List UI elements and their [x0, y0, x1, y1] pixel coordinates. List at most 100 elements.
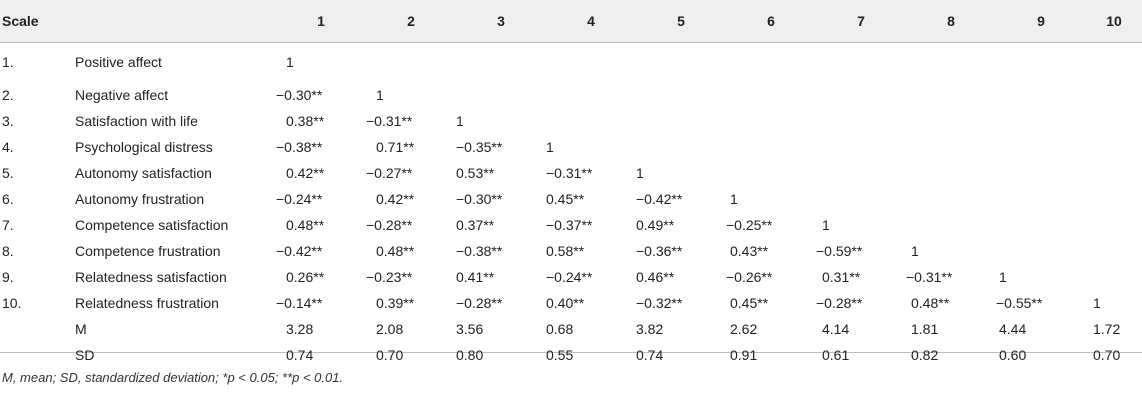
- cell-col-9: [996, 186, 1086, 212]
- cell-col-4: 0.40**: [546, 295, 585, 311]
- cell-col-4: 1: [546, 139, 554, 155]
- cell-col-3: 0.53**: [456, 165, 495, 181]
- cell-col-8: [906, 186, 996, 212]
- cell-col-9: [996, 134, 1086, 160]
- cell-col-10: 0.70: [1093, 347, 1121, 363]
- row-label: SD: [75, 347, 95, 363]
- cell-col-1: 0.42**: [286, 165, 325, 181]
- row-label: Autonomy frustration: [75, 191, 205, 207]
- table-row: 8. Competence frustration −0.42** 0.48** −0.…: [0, 238, 1142, 264]
- cell-col-1: 3.28: [286, 321, 314, 337]
- table-row: 2. Negative affect −0.30** 1: [0, 82, 1142, 108]
- cell-col-7: 0.61: [822, 347, 850, 363]
- cell-col-1: −0.14**: [276, 295, 323, 311]
- cell-col-3: 0.41**: [456, 269, 495, 285]
- cell-col-3: 0.37**: [456, 217, 495, 233]
- cell-col-2: 2.08: [376, 321, 404, 337]
- cell-col-7: [816, 42, 906, 82]
- cell-col-9: [996, 238, 1086, 264]
- table-row: 1. Positive affect 1: [0, 42, 1142, 82]
- cell-col-5: 1: [636, 165, 644, 181]
- header-col-6: 6: [767, 13, 775, 29]
- cell-col-2: −0.27**: [366, 165, 413, 181]
- cell-col-10: [1086, 108, 1142, 134]
- cell-col-6: [726, 108, 816, 134]
- row-label: Satisfaction with life: [75, 113, 198, 129]
- row-label: Negative affect: [75, 87, 169, 103]
- cell-col-2: −0.31**: [366, 113, 413, 129]
- cell-col-8: [906, 134, 996, 160]
- cell-col-9: [996, 82, 1086, 108]
- cell-col-8: 1: [911, 243, 919, 259]
- cell-col-6: [726, 82, 816, 108]
- table-header-row: Scale 1 2 3 4 5 6 7 8 9 10: [0, 0, 1142, 42]
- cell-col-7: −0.59**: [816, 243, 863, 259]
- cell-col-8: 0.48**: [911, 295, 950, 311]
- cell-col-4: 0.45**: [546, 191, 585, 207]
- cell-col-5: [636, 82, 726, 108]
- cell-col-6: −0.25**: [726, 217, 773, 233]
- cell-col-6: [726, 42, 816, 82]
- row-label: Autonomy satisfaction: [75, 165, 212, 181]
- cell-col-3: [456, 42, 546, 82]
- cell-col-1: 0.48**: [286, 217, 325, 233]
- cell-col-7: [816, 186, 906, 212]
- header-col-3: 3: [497, 13, 505, 29]
- cell-col-3: −0.28**: [456, 295, 503, 311]
- table-body: 1. Positive affect 1 2. Negative affect −0.30…: [0, 42, 1142, 368]
- cell-col-2: [366, 42, 456, 82]
- cell-col-7: [816, 134, 906, 160]
- row-index: 6.: [2, 191, 14, 207]
- cell-col-9: [996, 108, 1086, 134]
- row-index: 9.: [2, 269, 14, 285]
- cell-col-8: [906, 212, 996, 238]
- cell-col-6: 1: [730, 191, 738, 207]
- cell-col-4: [546, 42, 636, 82]
- cell-col-8: [906, 160, 996, 186]
- cell-col-1: 1: [286, 54, 294, 70]
- row-label: M: [75, 321, 87, 337]
- row-label: Psychological distress: [75, 139, 213, 155]
- table-row: 7. Competence satisfaction 0.48** −0.28** 0.…: [0, 212, 1142, 238]
- cell-col-7: 0.31**: [822, 269, 861, 285]
- cell-col-9: [996, 160, 1086, 186]
- row-label: Relatedness satisfaction: [75, 269, 227, 285]
- header-col-9: 9: [1037, 13, 1045, 29]
- cell-col-9: [996, 212, 1086, 238]
- cell-col-1: 0.26**: [286, 269, 325, 285]
- cell-col-4: 0.68: [546, 321, 574, 337]
- header-col-8: 8: [947, 13, 955, 29]
- cell-col-4: −0.24**: [546, 269, 593, 285]
- cell-col-10: [1086, 82, 1142, 108]
- row-label: Competence satisfaction: [75, 217, 229, 233]
- table-footnote: M, mean; SD, standardized deviation; *p …: [2, 370, 344, 385]
- cell-col-2: 0.48**: [376, 243, 415, 259]
- cell-col-3: −0.30**: [456, 191, 503, 207]
- cell-col-7: [816, 108, 906, 134]
- cell-col-4: 0.58**: [546, 243, 585, 259]
- cell-col-4: −0.37**: [546, 217, 593, 233]
- cell-col-10: [1086, 42, 1142, 82]
- cell-col-8: 1.81: [911, 321, 939, 337]
- cell-col-3: 0.80: [456, 347, 484, 363]
- cell-col-2: −0.28**: [366, 217, 413, 233]
- header-col-7: 7: [857, 13, 865, 29]
- header-scale: Scale: [2, 13, 39, 29]
- cell-col-6: 0.43**: [730, 243, 769, 259]
- cell-col-4: [546, 108, 636, 134]
- table-row: 5. Autonomy satisfaction 0.42** −0.27** 0.53…: [0, 160, 1142, 186]
- correlation-table: Scale 1 2 3 4 5 6 7 8 9 10 1. Positive af…: [0, 0, 1142, 368]
- cell-col-9: [996, 42, 1086, 82]
- cell-col-5: −0.36**: [636, 243, 683, 259]
- cell-col-5: −0.32**: [636, 295, 683, 311]
- cell-col-4: 0.55: [546, 347, 574, 363]
- cell-col-1: −0.24**: [276, 191, 323, 207]
- cell-col-3: 1: [456, 113, 464, 129]
- cell-col-4: [546, 82, 636, 108]
- cell-col-5: 0.46**: [636, 269, 675, 285]
- table-row: 4. Psychological distress −0.38** 0.71** −0.…: [0, 134, 1142, 160]
- cell-col-8: 0.82: [911, 347, 939, 363]
- cell-col-2: −0.23**: [366, 269, 413, 285]
- cell-col-3: −0.35**: [456, 139, 503, 155]
